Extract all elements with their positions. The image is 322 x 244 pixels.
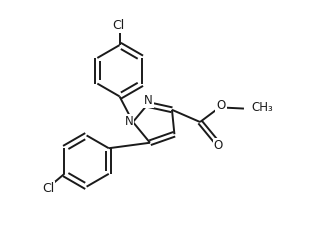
Text: N: N: [125, 114, 133, 128]
Text: CH₃: CH₃: [251, 101, 273, 114]
Text: O: O: [216, 99, 226, 112]
Text: Cl: Cl: [112, 19, 125, 32]
Text: N: N: [144, 94, 153, 107]
Text: O: O: [214, 139, 223, 152]
Text: Cl: Cl: [43, 182, 55, 194]
